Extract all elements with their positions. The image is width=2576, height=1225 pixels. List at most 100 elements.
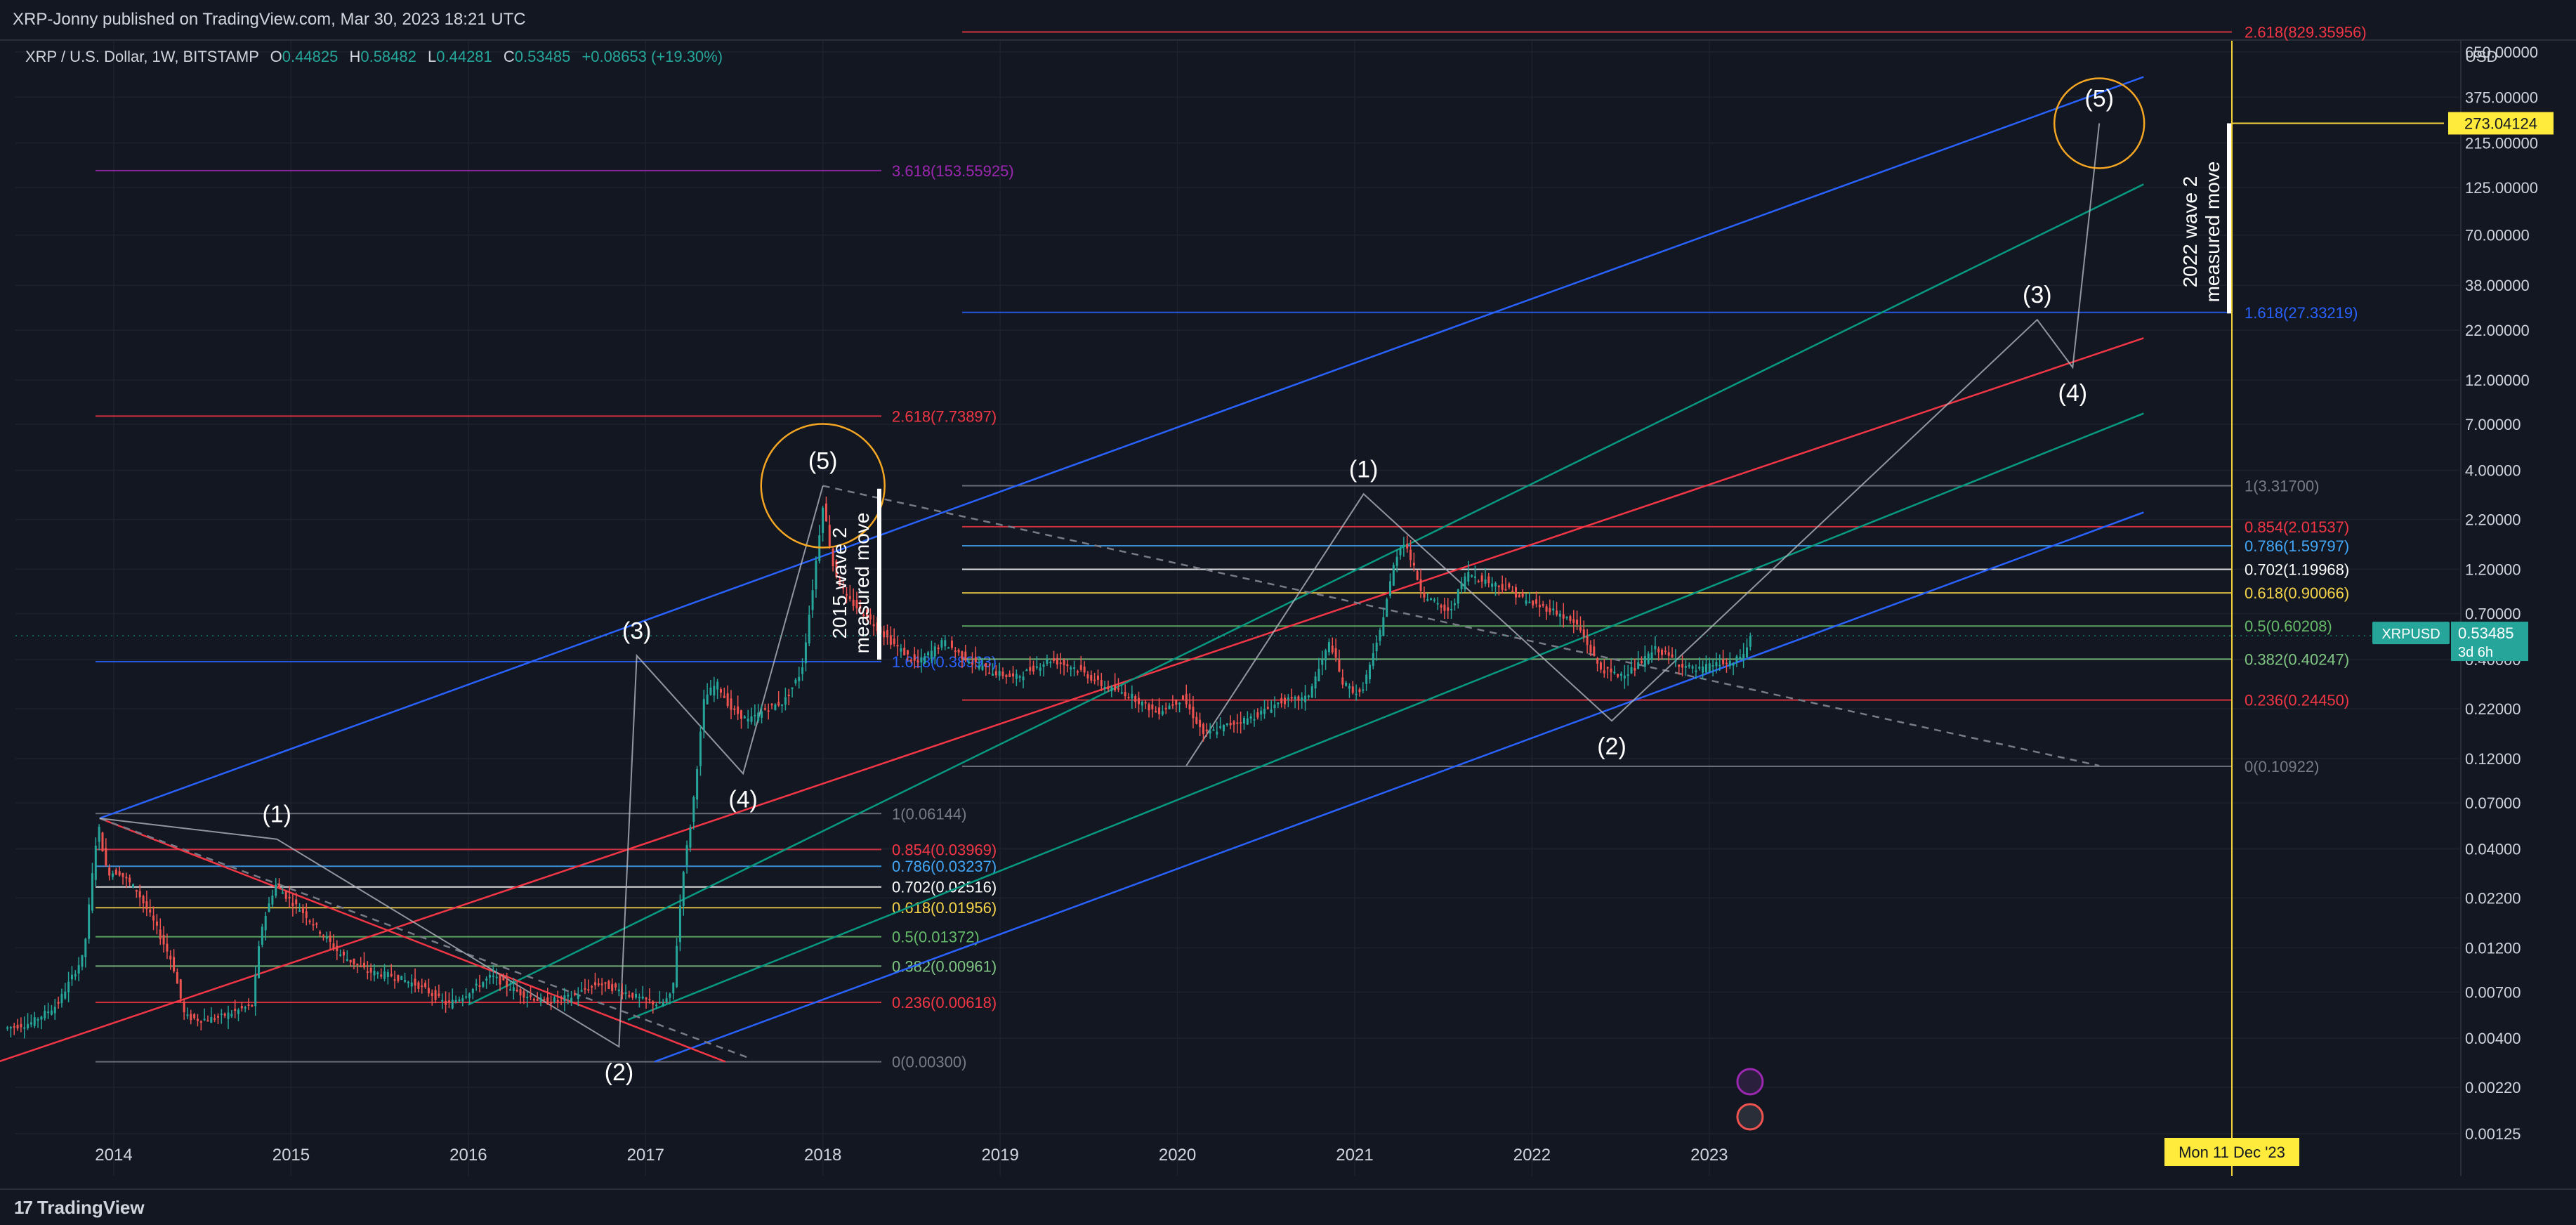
- candle-body: [968, 662, 971, 664]
- candle-body: [1521, 592, 1524, 597]
- candle-body: [1039, 667, 1041, 671]
- candle-body: [397, 974, 400, 981]
- candle-body: [530, 995, 532, 997]
- candle-body: [380, 974, 383, 977]
- fib-level-label: 0.854(2.01537): [2245, 518, 2349, 536]
- candle-body: [319, 931, 322, 934]
- candle-body: [794, 679, 797, 683]
- wave-label: (2): [1597, 733, 1627, 760]
- candle-body: [438, 993, 440, 996]
- candle-body: [1565, 617, 1568, 619]
- candle-body: [1338, 659, 1341, 672]
- candle-body: [258, 945, 261, 978]
- candle-body: [787, 695, 790, 697]
- candle-body: [1423, 592, 1426, 598]
- candle-body: [1684, 666, 1687, 668]
- us-flag-icon: [1736, 1103, 1764, 1131]
- candle-body: [1471, 575, 1473, 577]
- candle-body: [1225, 723, 1228, 725]
- candle-body: [546, 997, 549, 1004]
- candle-body: [1661, 649, 1664, 655]
- candle-body: [376, 972, 379, 974]
- candle-body: [1209, 731, 1211, 734]
- candle-body: [1525, 600, 1527, 604]
- close-label: C: [503, 48, 515, 65]
- candle-body: [1719, 664, 1721, 667]
- candle-body: [1582, 629, 1585, 638]
- candle-body: [132, 884, 135, 888]
- candle-body: [434, 990, 437, 1000]
- price-tick-label: 0.70000: [2465, 605, 2521, 623]
- candle-body: [798, 676, 801, 681]
- candle-body: [767, 710, 770, 712]
- candle-body: [770, 704, 773, 706]
- candle-body: [593, 982, 596, 985]
- candle-body: [1372, 653, 1374, 666]
- candle-body: [114, 870, 117, 875]
- symbol-legend[interactable]: XRP / U.S. Dollar, 1W, BITSTAMP O0.44825…: [25, 48, 723, 66]
- candle-body: [1127, 697, 1130, 699]
- candle-body: [1702, 666, 1704, 673]
- tradingview-logo[interactable]: 17 TradingView: [14, 1197, 145, 1219]
- candle-body: [757, 712, 760, 721]
- price-tick-label: 375.00000: [2465, 89, 2538, 106]
- candle-body: [1103, 687, 1106, 689]
- candle-body: [1290, 697, 1293, 699]
- candle-body: [954, 650, 957, 653]
- candle-body: [754, 714, 756, 716]
- candle-body: [1307, 695, 1310, 697]
- candle-body: [1443, 604, 1446, 611]
- candle-body: [801, 667, 804, 674]
- candle-body: [471, 988, 474, 993]
- candle-body: [706, 694, 709, 705]
- candle-body: [655, 1004, 658, 1007]
- candle-body: [1610, 668, 1612, 673]
- candle-body: [1120, 692, 1123, 694]
- chart-overlays: 2015 wave 2measured move 2022 wave 2measu…: [15, 41, 2450, 1176]
- wave-label: (3): [622, 617, 652, 644]
- candle-body: [138, 891, 141, 898]
- footer-bar: 17 TradingView: [0, 1188, 2576, 1225]
- candle-body: [1314, 676, 1317, 688]
- candle-body: [1745, 647, 1748, 657]
- candle-body: [1664, 650, 1667, 653]
- candle-body: [512, 987, 515, 992]
- candle-body: [1158, 707, 1161, 714]
- candle-body: [485, 978, 488, 981]
- candle-body: [1542, 604, 1544, 606]
- last-price-symbol: XRPUSD: [2381, 627, 2440, 642]
- channel-green-upper: [468, 183, 2144, 1006]
- candle-body: [1681, 664, 1684, 668]
- lightning-icon: [1736, 1068, 1764, 1096]
- candle-body: [506, 980, 508, 987]
- candle-body: [726, 693, 729, 707]
- candle-body: [492, 975, 494, 977]
- candle-body: [617, 989, 620, 992]
- candle-body: [509, 989, 512, 991]
- candle-body: [1511, 590, 1514, 592]
- candle-body: [865, 610, 868, 620]
- candle-body: [1178, 702, 1181, 705]
- candle-body: [1630, 667, 1633, 674]
- candle-body: [1171, 704, 1174, 706]
- candle-body: [1086, 674, 1089, 679]
- candle-body: [1708, 663, 1711, 672]
- candle-body: [135, 890, 138, 892]
- candle-body: [47, 1011, 50, 1014]
- candle-body: [903, 648, 906, 655]
- candle-body: [845, 594, 848, 596]
- candle-body: [478, 985, 481, 987]
- candle-body: [50, 1010, 53, 1015]
- candle-body: [366, 971, 369, 973]
- candle-body: [1395, 556, 1398, 566]
- trend-channels: [0, 76, 2144, 1063]
- candle-body: [597, 983, 600, 985]
- change-value: +0.08653 (+19.30%): [581, 48, 723, 65]
- candle-body: [828, 525, 831, 546]
- candle-body: [1623, 675, 1626, 679]
- candle-body: [1341, 677, 1344, 685]
- fib-level-label: 2.618(7.73897): [892, 407, 997, 425]
- candle-body: [740, 710, 742, 719]
